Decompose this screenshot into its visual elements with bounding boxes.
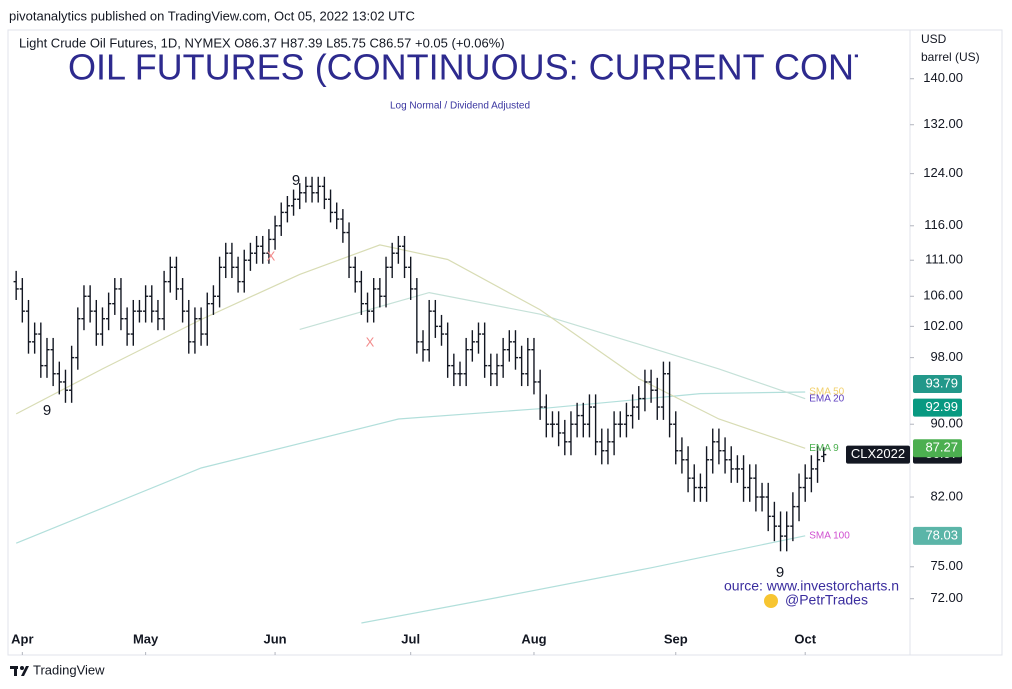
y-tick-label: 75.00 — [930, 558, 963, 573]
x-tick-label: Oct — [794, 631, 816, 646]
indicator-box — [913, 374, 962, 393]
sequence-marker: 9 — [43, 402, 51, 419]
indicator-name: SMA 50 — [809, 387, 844, 398]
y-tick-label: 124.00 — [923, 165, 963, 180]
y-tick-label: 132.00 — [923, 116, 963, 131]
published-line: pivotanalytics published on TradingView.… — [9, 8, 415, 23]
y-tick-label: 98.00 — [930, 349, 963, 364]
title-group: OIL FUTURES (CONTINUOUS: CURRENT CONTRA — [68, 47, 926, 88]
y-tick-label: 116.00 — [924, 217, 963, 232]
x-tick-label: Jun — [264, 631, 287, 646]
indicator-line — [361, 535, 806, 624]
indicator-box — [913, 439, 962, 458]
indicator-value: 93.79 — [925, 375, 958, 390]
cross-marker: X — [267, 248, 276, 263]
symbol-legend: Light Crude Oil Futures, 1D, NYMEX O86.3… — [19, 35, 505, 50]
bar-layer — [13, 176, 827, 552]
author-watermark: @PetrTrades — [785, 592, 868, 608]
indicator-layer — [15, 244, 806, 624]
indicator-box — [913, 398, 962, 417]
indicator-value: 87.27 — [925, 440, 958, 455]
y-tick-label: 140.00 — [923, 70, 963, 85]
x-tick-label: Sep — [664, 631, 688, 646]
footer-brand: TradingView — [33, 662, 105, 677]
y-tick-label: 102.00 — [923, 318, 963, 333]
x-tick-label: Jul — [401, 631, 420, 646]
x-tick-label: May — [133, 631, 159, 646]
chart-frame — [7, 29, 1003, 656]
unit-label: barrel (US) — [921, 50, 980, 64]
y-tick-label: 72.00 — [930, 590, 963, 605]
indicator-name: EMA 9 — [809, 443, 839, 454]
indicator-value: 92.99 — [925, 399, 958, 414]
indicator-name: SMA 100 — [809, 530, 850, 541]
source-watermark: ource: www.investorcharts.n — [724, 578, 899, 594]
chart-title: OIL FUTURES (CONTINUOUS: CURRENT CONTRA — [68, 47, 926, 88]
sequence-marker: 9 — [292, 172, 300, 189]
y-tick-label: 82.00 — [930, 488, 963, 503]
currency-label: USD — [921, 32, 947, 46]
indicator-line — [299, 291, 806, 400]
indicator-line — [15, 244, 806, 449]
indicator-value: 78.03 — [925, 527, 958, 542]
indicator-name: EMA 20 — [809, 393, 844, 404]
indicator-box — [913, 526, 962, 545]
symbol-label: CLX2022 — [851, 446, 905, 461]
y-tick-label: 106.00 — [923, 288, 963, 303]
chart-subtitle: Log Normal / Dividend Adjusted — [390, 101, 530, 112]
x-tick-label: Aug — [521, 631, 546, 646]
indicator-line — [15, 391, 806, 544]
y-tick-label: 90.00 — [930, 416, 963, 431]
footer-logo — [10, 666, 29, 676]
symbol-box — [846, 445, 910, 464]
cross-marker: X — [366, 334, 375, 349]
emoji-icon — [764, 594, 778, 608]
y-tick-label: 111.00 — [925, 252, 963, 267]
sequence-marker: 9 — [776, 564, 784, 581]
x-tick-label: Apr — [11, 631, 33, 646]
